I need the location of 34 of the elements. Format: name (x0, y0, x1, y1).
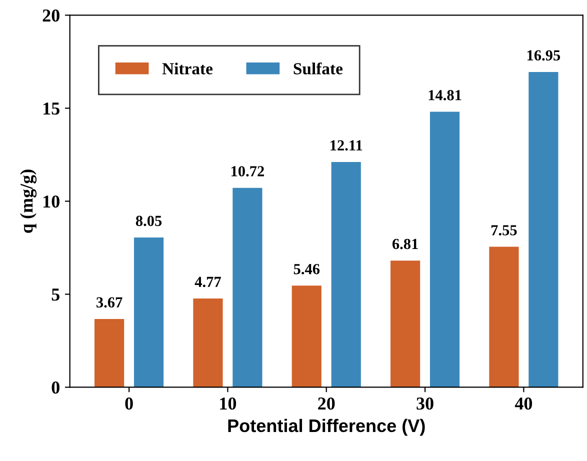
legend-label: Sulfate (294, 62, 343, 74)
data-label: 12.11 (330, 140, 362, 151)
legend-label: Nitrate (162, 62, 213, 74)
y-tick-label: 15 (44, 102, 60, 115)
y-tick-label: 0 (52, 381, 60, 394)
data-label: 4.77 (194, 276, 221, 288)
bar (232, 188, 262, 388)
x-tick-label: 30 (416, 397, 434, 410)
y-tick-label: 10 (44, 195, 60, 208)
x-axis-title: Potential Difference (V) (228, 418, 425, 436)
bar (528, 72, 558, 388)
bar (489, 246, 519, 388)
bar (193, 298, 223, 388)
y-tick-label: 20 (42, 9, 60, 22)
bar (430, 112, 460, 388)
data-label: 14.81 (428, 90, 462, 100)
y-tick-label: 5 (52, 288, 60, 301)
x-tick-label: 0 (125, 397, 133, 410)
bar (390, 260, 420, 388)
data-label: 16.95 (527, 50, 560, 61)
data-label: 6.81 (392, 238, 418, 250)
bar (292, 286, 322, 388)
bar (331, 162, 361, 388)
data-label: 7.55 (491, 225, 517, 236)
data-label: 10.72 (231, 166, 264, 176)
x-tick-label: 20 (318, 397, 335, 410)
bar (94, 318, 124, 388)
data-label: 8.05 (136, 216, 162, 226)
y-axis-title: q (mg/g) (20, 170, 37, 233)
data-label: 3.67 (96, 297, 122, 308)
data-label: 5.46 (294, 264, 320, 274)
bar (134, 238, 164, 388)
x-tick-label: 40 (514, 397, 532, 410)
x-tick-label: 10 (220, 397, 236, 410)
